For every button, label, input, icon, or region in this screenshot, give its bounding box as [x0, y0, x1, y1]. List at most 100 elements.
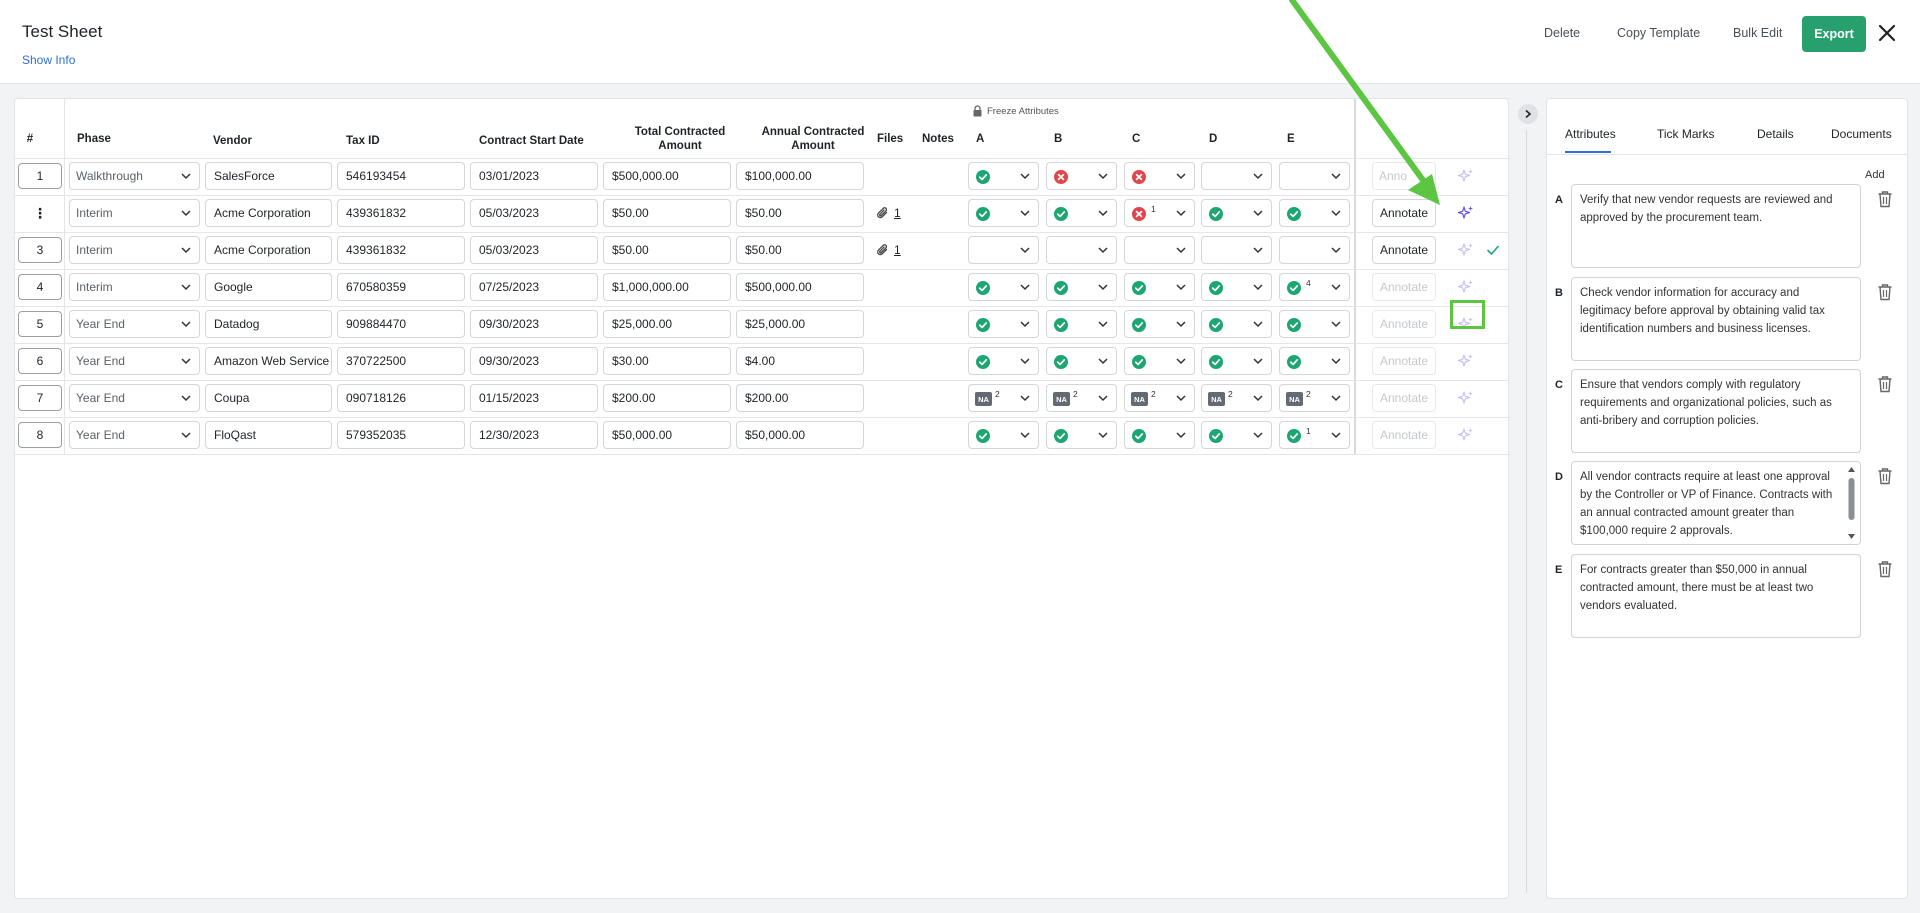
- attribute-d-select[interactable]: [1201, 236, 1272, 264]
- row-number[interactable]: 3: [18, 237, 62, 263]
- tax-id-field[interactable]: 546193454: [337, 162, 465, 190]
- tax-id-field[interactable]: 579352035: [337, 421, 465, 449]
- row-number[interactable]: 6: [18, 348, 62, 374]
- attribute-e-select[interactable]: NA 2: [1279, 384, 1350, 412]
- row-number[interactable]: 5: [18, 311, 62, 337]
- annual-contracted-amount-field[interactable]: $200.00: [736, 384, 864, 412]
- annual-contracted-amount-field[interactable]: $100,000.00: [736, 162, 864, 190]
- tax-id-field[interactable]: 909884470: [337, 310, 465, 338]
- tax-id-field[interactable]: 439361832: [337, 199, 465, 227]
- tax-id-field[interactable]: 670580359: [337, 273, 465, 301]
- ai-sparkle-button[interactable]: [1454, 164, 1478, 188]
- attribute-d-select[interactable]: [1201, 199, 1272, 227]
- vendor-field[interactable]: Acme Corporation: [205, 199, 332, 227]
- total-contracted-amount-field[interactable]: $50,000.00: [603, 421, 731, 449]
- attribute-e-select[interactable]: 4: [1279, 273, 1350, 301]
- tab-attributes[interactable]: Attributes: [1565, 127, 1616, 141]
- phase-select[interactable]: Interim: [69, 236, 200, 264]
- annual-contracted-amount-field[interactable]: $50,000.00: [736, 421, 864, 449]
- attribute-d-select[interactable]: [1201, 273, 1272, 301]
- total-contracted-amount-field[interactable]: $200.00: [603, 384, 731, 412]
- tax-id-field[interactable]: 370722500: [337, 347, 465, 375]
- attribute-b-select[interactable]: [1046, 199, 1117, 227]
- ai-sparkle-button[interactable]: [1454, 238, 1478, 262]
- attribute-e-select[interactable]: [1279, 162, 1350, 190]
- vendor-field[interactable]: Google: [205, 273, 332, 301]
- attribute-b-select[interactable]: [1046, 421, 1117, 449]
- tab-details[interactable]: Details: [1757, 127, 1794, 141]
- contract-start-date-field[interactable]: 09/30/2023: [470, 310, 598, 338]
- attribute-a-select[interactable]: [968, 162, 1039, 190]
- freeze-attributes-toggle[interactable]: Freeze Attributes: [972, 105, 1059, 117]
- contract-start-date-field[interactable]: 03/01/2023: [470, 162, 598, 190]
- close-icon[interactable]: [1876, 22, 1898, 46]
- attribute-a-select[interactable]: [968, 421, 1039, 449]
- total-contracted-amount-field[interactable]: $1,000,000.00: [603, 273, 731, 301]
- tab-tick-marks[interactable]: Tick Marks: [1657, 127, 1715, 141]
- attribute-a-select[interactable]: [968, 199, 1039, 227]
- add-attribute-button[interactable]: Add: [1865, 169, 1885, 181]
- row-number[interactable]: 1: [18, 163, 62, 189]
- attribute-a-select[interactable]: [968, 273, 1039, 301]
- files-attachment[interactable]: 1: [876, 206, 901, 220]
- vendor-field[interactable]: Datadog: [205, 310, 332, 338]
- attribute-c-select[interactable]: [1124, 310, 1195, 338]
- attribute-e-select[interactable]: [1279, 236, 1350, 264]
- trash-icon[interactable]: [1877, 560, 1893, 578]
- annotate-button[interactable]: Annotate: [1372, 384, 1436, 412]
- attribute-description-field[interactable]: For contracts greater than $50,000 in an…: [1571, 554, 1861, 638]
- phase-select[interactable]: Interim: [69, 199, 200, 227]
- contract-start-date-field[interactable]: 05/03/2023: [470, 236, 598, 264]
- attribute-c-select[interactable]: NA 2: [1124, 384, 1195, 412]
- phase-select[interactable]: Year End: [69, 384, 200, 412]
- total-contracted-amount-field[interactable]: $50.00: [603, 236, 731, 264]
- vendor-field[interactable]: Acme Corporation: [205, 236, 332, 264]
- trash-icon[interactable]: [1877, 375, 1893, 393]
- annual-contracted-amount-field[interactable]: $4.00: [736, 347, 864, 375]
- attribute-a-select[interactable]: [968, 347, 1039, 375]
- contract-start-date-field[interactable]: 09/30/2023: [470, 347, 598, 375]
- row-number[interactable]: 8: [18, 422, 62, 448]
- vendor-field[interactable]: Coupa: [205, 384, 332, 412]
- attribute-b-select[interactable]: [1046, 162, 1117, 190]
- row-menu-button[interactable]: ⋮: [33, 204, 47, 221]
- attribute-c-select[interactable]: [1124, 162, 1195, 190]
- files-attachment[interactable]: 1: [876, 243, 901, 257]
- attribute-description-field[interactable]: Check vendor information for accuracy an…: [1571, 277, 1861, 361]
- attribute-d-select[interactable]: [1201, 421, 1272, 449]
- total-contracted-amount-field[interactable]: $30.00: [603, 347, 731, 375]
- contract-start-date-field[interactable]: 05/03/2023: [470, 199, 598, 227]
- total-contracted-amount-field[interactable]: $25,000.00: [603, 310, 731, 338]
- trash-icon[interactable]: [1877, 283, 1893, 301]
- annotate-button[interactable]: Annotate: [1372, 236, 1436, 264]
- attribute-description-field[interactable]: Ensure that vendors comply with regulato…: [1571, 369, 1861, 453]
- contract-start-date-field[interactable]: 12/30/2023: [470, 421, 598, 449]
- annotate-button[interactable]: Annotate: [1372, 273, 1436, 301]
- annual-contracted-amount-field[interactable]: $50.00: [736, 199, 864, 227]
- annotate-button[interactable]: Annotate: [1372, 310, 1436, 338]
- attribute-e-select[interactable]: [1279, 199, 1350, 227]
- scrollbar[interactable]: [1847, 466, 1856, 540]
- vendor-field[interactable]: SalesForce: [205, 162, 332, 190]
- annotate-button[interactable]: Annotate: [1372, 347, 1436, 375]
- delete-button[interactable]: Delete: [1544, 26, 1581, 40]
- total-contracted-amount-field[interactable]: $50.00: [603, 199, 731, 227]
- show-info-link[interactable]: Show Info: [22, 53, 76, 67]
- bulk-edit-button[interactable]: Bulk Edit: [1733, 26, 1783, 40]
- vendor-field[interactable]: FloQast: [205, 421, 332, 449]
- tab-documents[interactable]: Documents: [1831, 127, 1892, 141]
- attribute-d-select[interactable]: [1201, 310, 1272, 338]
- export-button[interactable]: Export: [1802, 16, 1866, 52]
- attribute-a-select[interactable]: NA 2: [968, 384, 1039, 412]
- phase-select[interactable]: Interim: [69, 273, 200, 301]
- attribute-b-select[interactable]: [1046, 310, 1117, 338]
- attribute-e-select[interactable]: [1279, 310, 1350, 338]
- phase-select[interactable]: Year End: [69, 347, 200, 375]
- ai-sparkle-button[interactable]: [1454, 201, 1478, 225]
- attribute-d-select[interactable]: NA 2: [1201, 384, 1272, 412]
- annotate-button[interactable]: Annotate: [1372, 421, 1436, 449]
- attribute-c-select[interactable]: [1124, 273, 1195, 301]
- contract-start-date-field[interactable]: 01/15/2023: [470, 384, 598, 412]
- annual-contracted-amount-field[interactable]: $500,000.00: [736, 273, 864, 301]
- attribute-c-select[interactable]: [1124, 236, 1195, 264]
